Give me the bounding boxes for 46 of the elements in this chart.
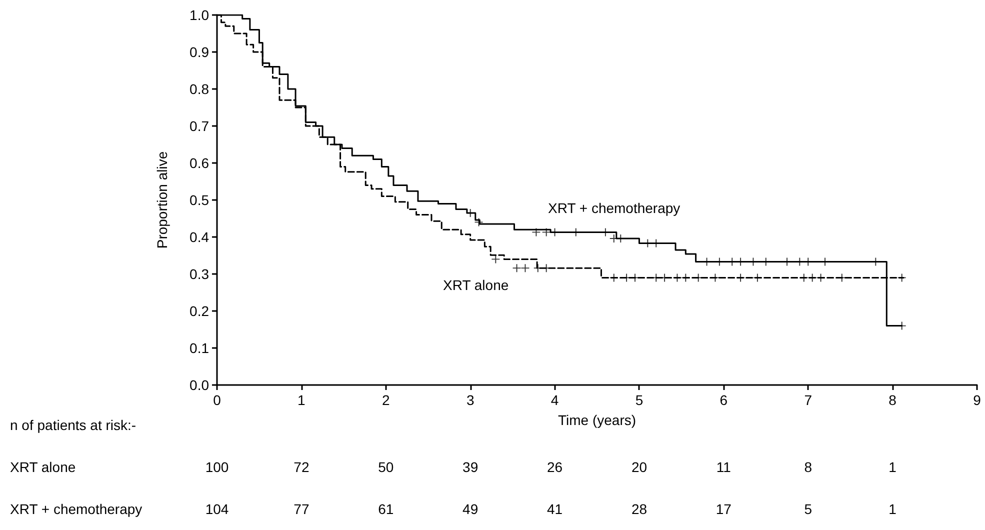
text: 1 <box>888 501 897 517</box>
x-tick-label: 1 <box>298 392 306 408</box>
text: n of patients at risk:- <box>10 417 136 433</box>
x-tick-label: 9 <box>973 392 982 408</box>
text: 5 <box>804 501 812 517</box>
text: XRT + chemotherapy <box>10 501 142 517</box>
x-tick-label: 7 <box>804 392 812 408</box>
text: 49 <box>462 501 478 517</box>
x-tick-label: 3 <box>466 392 474 408</box>
text: 39 <box>462 459 478 475</box>
x-axis-title: Time (years) <box>558 412 636 428</box>
annotation: XRT alone <box>443 277 509 293</box>
text: 28 <box>631 501 648 517</box>
y-tick-label: 1.0 <box>190 7 210 23</box>
text: 17 <box>716 501 732 517</box>
text: 77 <box>294 501 310 517</box>
y-tick-label: 0.9 <box>190 44 210 60</box>
text: 11 <box>716 459 732 475</box>
x-tick-label: 6 <box>720 392 728 408</box>
y-tick-label: 0.0 <box>190 377 210 393</box>
text: 100 <box>205 459 229 475</box>
y-tick-label: 0.7 <box>190 118 210 134</box>
y-axis-title: Proportion alive <box>154 151 170 249</box>
y-tick-label: 0.8 <box>190 81 210 97</box>
text: 104 <box>205 501 229 517</box>
y-tick-label: 0.6 <box>190 155 210 171</box>
x-tick-label: 4 <box>550 392 559 408</box>
annotation: XRT + chemotherapy <box>548 200 680 216</box>
y-tick-label: 0.2 <box>190 303 210 319</box>
y-tick-label: 0.1 <box>190 340 210 356</box>
text: 20 <box>631 459 648 475</box>
text: 61 <box>378 501 394 517</box>
y-tick-label: 0.5 <box>190 192 210 208</box>
text: 72 <box>294 459 310 475</box>
text: 26 <box>546 459 563 475</box>
y-tick-label: 0.3 <box>190 266 210 282</box>
x-tick-label: 8 <box>888 392 897 408</box>
x-tick-label: 2 <box>382 392 390 408</box>
x-tick-label: 0 <box>213 392 222 408</box>
text: XRT alone <box>10 459 76 475</box>
text: 8 <box>804 459 812 475</box>
text: 1 <box>888 459 897 475</box>
y-tick-label: 0.4 <box>190 229 210 245</box>
text: 41 <box>546 501 563 517</box>
text: 50 <box>378 459 394 475</box>
x-tick-label: 5 <box>635 392 644 408</box>
